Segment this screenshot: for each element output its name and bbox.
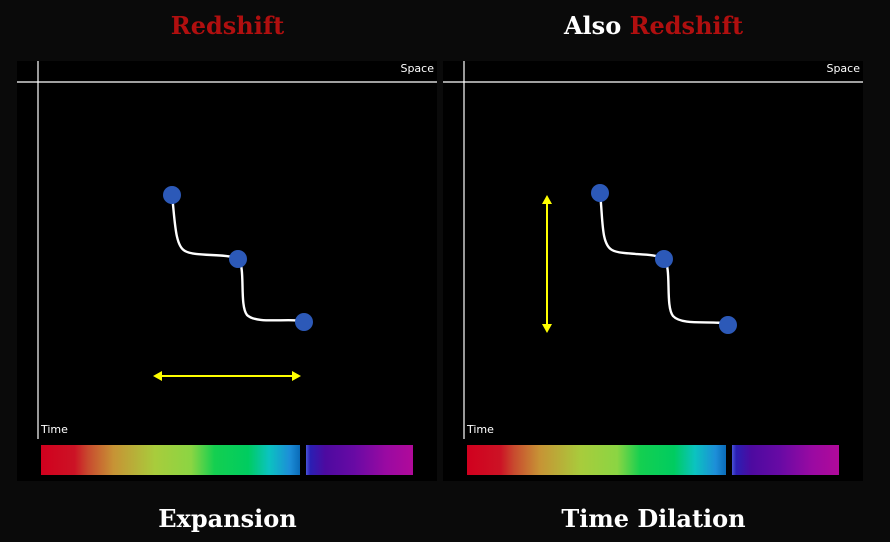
right-title-prefix: Also [563,11,622,40]
vertical-double-arrow [542,195,552,333]
left-caption: Expansion [158,504,297,533]
time-label: Time [41,423,68,436]
right-title-highlight: Redshift [629,11,744,40]
expansion-diagram [17,61,437,439]
space-label: Space [826,62,860,75]
left-title: Redshift [15,10,440,42]
expansion-panel: Space Time [17,61,437,481]
right-title: Also Redshift [441,10,866,42]
visible-spectrum-bar [467,445,726,475]
violet-spectrum-bar [306,445,413,475]
time-label: Time [467,423,494,436]
time-dilation-diagram [443,61,863,439]
left-title-text: Redshift [170,11,285,40]
time-dilation-panel: Space Time [443,61,863,481]
horizontal-double-arrow [153,371,301,381]
point-2 [655,250,673,268]
right-caption: Time Dilation [561,504,746,533]
visible-spectrum-bar [41,445,300,475]
point-3 [295,313,313,331]
point-1 [591,184,609,202]
point-1 [163,186,181,204]
point-3 [719,316,737,334]
violet-spectrum-bar [732,445,839,475]
point-2 [229,250,247,268]
space-label: Space [400,62,434,75]
